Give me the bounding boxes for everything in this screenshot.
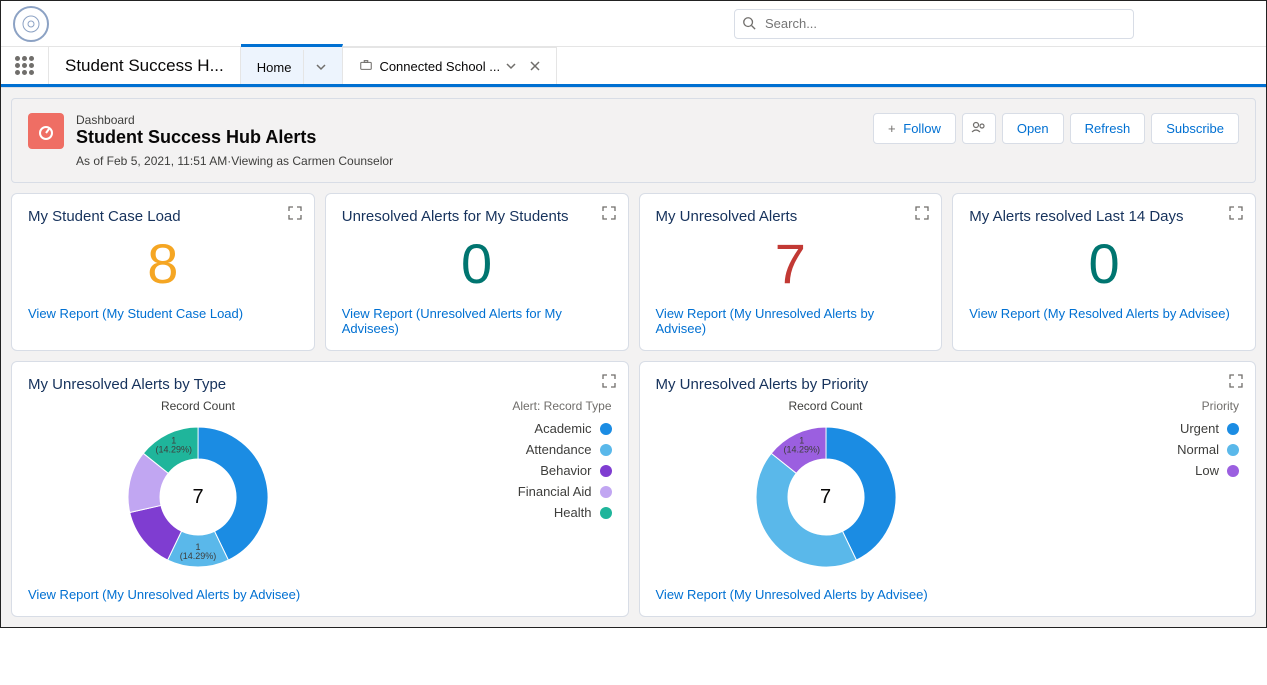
kpi-title: Unresolved Alerts for My Students <box>342 208 612 225</box>
legend-item[interactable]: Urgent <box>1177 421 1239 436</box>
global-search-input[interactable] <box>734 9 1134 39</box>
donut-chart-priority: 1(14.29%) 7 <box>746 417 906 577</box>
kpi-card: Unresolved Alerts for My Students 0 View… <box>325 193 629 351</box>
view-report-link[interactable]: View Report (Unresolved Alerts for My Ad… <box>342 306 612 336</box>
legend-item[interactable]: Attendance <box>512 442 611 457</box>
card-title: My Unresolved Alerts by Type <box>28 376 612 393</box>
card-alerts-by-priority: My Unresolved Alerts by Priority Record … <box>639 361 1257 617</box>
tab-close-button[interactable] <box>522 59 540 74</box>
dashboard-icon <box>28 113 64 149</box>
legend-swatch <box>600 465 612 477</box>
expand-button[interactable] <box>915 206 929 223</box>
expand-button[interactable] <box>602 206 616 223</box>
legend-label: Academic <box>534 421 591 436</box>
org-logo <box>13 6 49 42</box>
legend-label: Urgent <box>1180 421 1219 436</box>
legend-item[interactable]: Academic <box>512 421 611 436</box>
plus-icon: + <box>888 121 896 136</box>
expand-icon <box>288 206 302 220</box>
legend-swatch <box>600 507 612 519</box>
donut-center-value: 7 <box>118 417 278 577</box>
kpi-card: My Alerts resolved Last 14 Days 0 View R… <box>952 193 1256 351</box>
legend-label: Attendance <box>526 442 592 457</box>
view-report-link[interactable]: View Report (My Unresolved Alerts by Adv… <box>28 587 612 602</box>
briefcase-icon <box>359 58 373 75</box>
kpi-card: My Unresolved Alerts 7 View Report (My U… <box>639 193 943 351</box>
expand-icon <box>602 374 616 388</box>
header-meta: As of Feb 5, 2021, 11:51 AM·Viewing as C… <box>76 154 855 168</box>
expand-icon <box>1229 206 1243 220</box>
legend-item[interactable]: Low <box>1177 463 1239 478</box>
chevron-down-icon <box>506 61 516 71</box>
kpi-card: My Student Case Load 8 View Report (My S… <box>11 193 315 351</box>
chart-subtitle: Record Count <box>28 399 368 413</box>
follow-label: Follow <box>903 121 941 136</box>
close-icon <box>530 61 540 71</box>
tab-connected-chevron[interactable] <box>506 59 516 74</box>
subscribe-button[interactable]: Subscribe <box>1151 113 1239 144</box>
app-name: Student Success H... <box>49 47 241 84</box>
page-title: Student Success Hub Alerts <box>76 127 855 148</box>
view-report-link[interactable]: View Report (My Resolved Alerts by Advis… <box>969 306 1239 321</box>
legend-item[interactable]: Behavior <box>512 463 611 478</box>
legend-label: Financial Aid <box>518 484 592 499</box>
legend-label: Normal <box>1177 442 1219 457</box>
legend-title: Priority <box>1177 399 1239 413</box>
kpi-title: My Student Case Load <box>28 208 298 225</box>
expand-button[interactable] <box>1229 374 1243 391</box>
legend-label: Low <box>1195 463 1219 478</box>
legend-item[interactable]: Health <box>512 505 611 520</box>
legend-item[interactable]: Financial Aid <box>512 484 611 499</box>
view-report-link[interactable]: View Report (My Student Case Load) <box>28 306 298 321</box>
global-header <box>1 1 1266 47</box>
view-report-link[interactable]: View Report (My Unresolved Alerts by Adv… <box>656 306 926 336</box>
card-title: My Unresolved Alerts by Priority <box>656 376 1240 393</box>
view-report-link[interactable]: View Report (My Unresolved Alerts by Adv… <box>656 587 1240 602</box>
legend-swatch <box>1227 444 1239 456</box>
refresh-button[interactable]: Refresh <box>1070 113 1146 144</box>
donut-chart-type: 1(14.29%)1(14.29%) 7 <box>118 417 278 577</box>
kpi-title: My Unresolved Alerts <box>656 208 926 225</box>
legend-swatch <box>600 444 612 456</box>
kpi-value: 8 <box>28 231 298 296</box>
legend-title: Alert: Record Type <box>512 399 611 413</box>
kpi-title: My Alerts resolved Last 14 Days <box>969 208 1239 225</box>
page-header: Dashboard Student Success Hub Alerts As … <box>11 98 1256 183</box>
tab-connected-school[interactable]: Connected School ... <box>343 47 557 84</box>
expand-button[interactable] <box>1229 206 1243 223</box>
app-launcher-button[interactable] <box>1 47 49 84</box>
expand-icon <box>1229 374 1243 388</box>
kpi-value: 0 <box>342 231 612 296</box>
tab-home-label: Home <box>257 60 292 75</box>
legend-item[interactable]: Normal <box>1177 442 1239 457</box>
tab-connected-label: Connected School ... <box>379 59 500 74</box>
follow-button[interactable]: + Follow <box>873 113 956 144</box>
collaborate-button[interactable] <box>962 113 996 144</box>
expand-icon <box>602 206 616 220</box>
legend-label: Health <box>554 505 592 520</box>
legend-swatch <box>600 486 612 498</box>
open-button[interactable]: Open <box>1002 113 1064 144</box>
search-icon <box>742 16 756 33</box>
expand-button[interactable] <box>602 374 616 391</box>
expand-button[interactable] <box>288 206 302 223</box>
nav-bar: Student Success H... Home Connected Scho… <box>1 47 1266 87</box>
chevron-down-icon <box>316 62 326 72</box>
kpi-value: 0 <box>969 231 1239 296</box>
legend-label: Behavior <box>540 463 591 478</box>
tab-home[interactable]: Home <box>241 44 344 84</box>
legend-swatch <box>1227 465 1239 477</box>
legend-swatch <box>1227 423 1239 435</box>
card-alerts-by-type: My Unresolved Alerts by Type Record Coun… <box>11 361 629 617</box>
header-kicker: Dashboard <box>76 113 855 127</box>
collaborate-icon <box>971 120 987 134</box>
kpi-value: 7 <box>656 231 926 296</box>
chart-subtitle: Record Count <box>656 399 996 413</box>
donut-center-value: 7 <box>746 417 906 577</box>
tab-home-chevron[interactable] <box>303 50 326 84</box>
expand-icon <box>915 206 929 220</box>
legend-swatch <box>600 423 612 435</box>
